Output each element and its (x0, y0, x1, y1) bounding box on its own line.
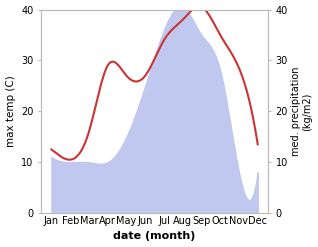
Y-axis label: max temp (C): max temp (C) (5, 75, 16, 147)
X-axis label: date (month): date (month) (114, 231, 196, 242)
Y-axis label: med. precipitation
(kg/m2): med. precipitation (kg/m2) (291, 67, 313, 156)
